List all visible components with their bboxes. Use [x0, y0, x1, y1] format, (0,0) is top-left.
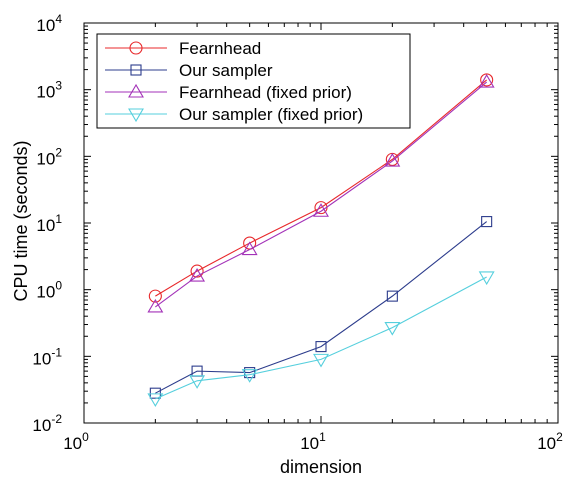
- data-point: [384, 322, 401, 336]
- legend-entry-0: Fearnhead: [105, 39, 261, 58]
- legend-label: Fearnhead (fixed prior): [179, 83, 352, 102]
- data-point: [147, 393, 164, 407]
- data-point: [384, 152, 401, 167]
- series-line: [155, 79, 488, 297]
- series-1: [149, 216, 493, 399]
- data-point: [149, 387, 161, 399]
- data-point: [147, 298, 164, 313]
- legend-label: Our sampler: [179, 61, 273, 80]
- data-point: [480, 73, 494, 87]
- data-point: [148, 289, 162, 303]
- data-point: [315, 341, 327, 353]
- legend-label: Fearnhead: [179, 39, 261, 58]
- data-point: [386, 290, 398, 302]
- legend-marker: [129, 41, 143, 55]
- series-2: [147, 73, 495, 313]
- legend-entry-2: Fearnhead (fixed prior): [105, 83, 352, 102]
- y-tick-label: 102: [36, 145, 62, 168]
- y-tick-label: 101: [36, 212, 62, 235]
- y-tick-label: 104: [36, 12, 62, 35]
- legend-entry-1: Our sampler: [105, 61, 273, 80]
- legend-label: Our sampler (fixed prior): [179, 105, 363, 124]
- y-tick-label: 10-1: [32, 345, 62, 368]
- x-tick-label: 100: [63, 430, 89, 453]
- series-3: [147, 271, 495, 407]
- data-point: [478, 271, 495, 286]
- data-point: [313, 353, 329, 368]
- data-point: [241, 241, 258, 256]
- series-line: [155, 276, 487, 400]
- y-tick-label: 100: [36, 279, 62, 302]
- data-point: [313, 203, 329, 217]
- legend-marker: [128, 83, 144, 98]
- y-axis-label: CPU time (seconds): [11, 140, 31, 301]
- x-axis-label: dimension: [280, 457, 362, 477]
- series-line: [155, 221, 488, 394]
- y-tick-label: 103: [36, 79, 62, 102]
- legend-box: [96, 33, 411, 129]
- data-point: [189, 375, 206, 389]
- data-point: [190, 264, 204, 278]
- y-tick-label: 10-2: [32, 412, 62, 435]
- x-tick-label: 102: [537, 430, 563, 453]
- legend-entry-3: Our sampler (fixed prior): [105, 105, 363, 124]
- data-point: [478, 73, 495, 88]
- legend-marker: [128, 108, 144, 123]
- legend-marker: [130, 64, 142, 76]
- data-point: [189, 267, 206, 282]
- data-point: [241, 369, 258, 383]
- data-point: [481, 216, 493, 228]
- x-tick-label: 101: [300, 430, 326, 453]
